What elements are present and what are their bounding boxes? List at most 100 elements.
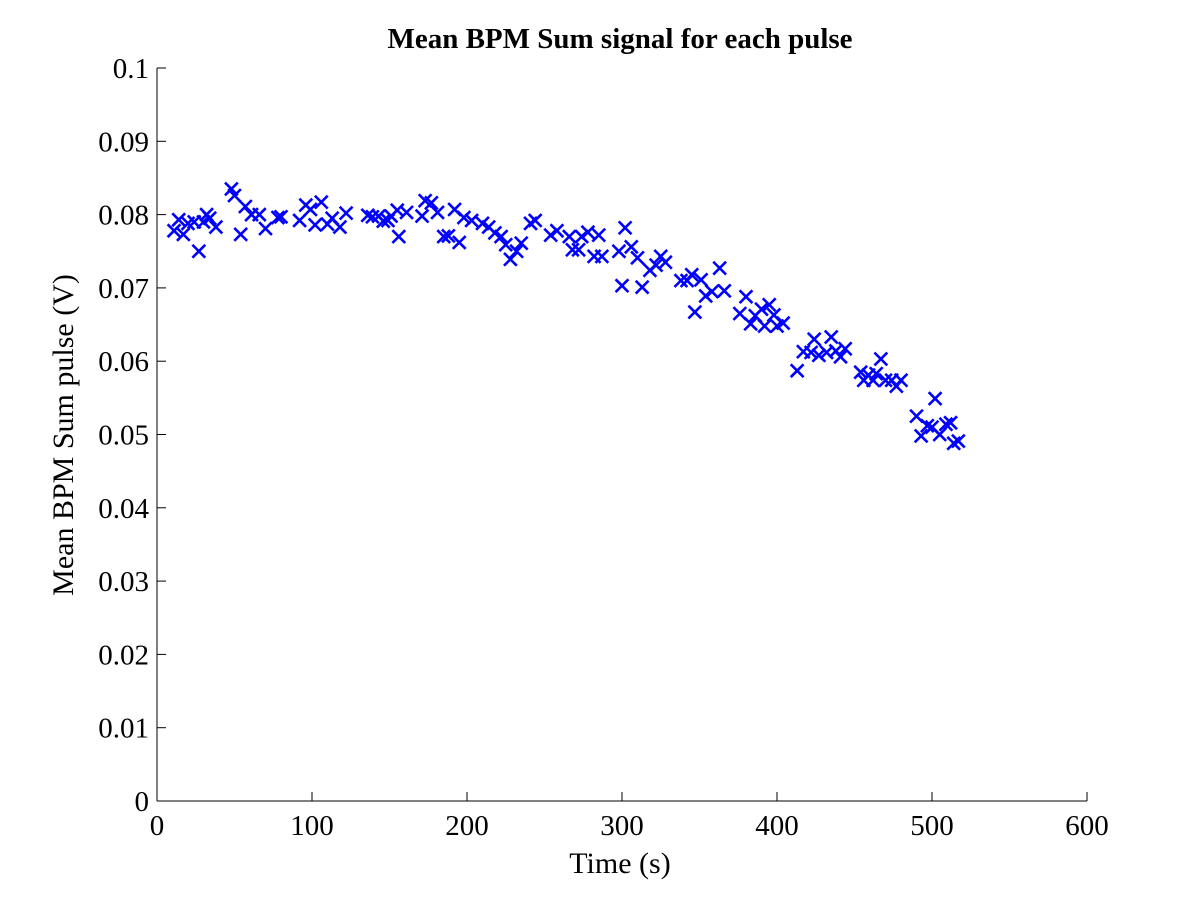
data-point bbox=[732, 306, 748, 321]
data-point bbox=[391, 229, 407, 244]
data-point bbox=[338, 205, 354, 221]
data-point bbox=[591, 227, 607, 243]
data-point bbox=[251, 207, 267, 222]
data-point bbox=[823, 329, 839, 345]
y-tick-label: 0.07 bbox=[98, 273, 149, 305]
data-point bbox=[909, 408, 924, 424]
data-point bbox=[238, 199, 253, 214]
y-tick-label: 0.05 bbox=[98, 420, 149, 452]
data-point bbox=[571, 242, 586, 258]
data-point bbox=[913, 428, 929, 444]
x-axis-label: Time (s) bbox=[569, 847, 670, 880]
data-point bbox=[424, 195, 439, 211]
data-point bbox=[227, 188, 242, 203]
data-point bbox=[757, 318, 772, 334]
data-point bbox=[414, 208, 430, 224]
data-point bbox=[441, 228, 456, 244]
x-tick-label: 200 bbox=[445, 810, 489, 842]
data-point bbox=[456, 210, 472, 225]
data-point bbox=[865, 372, 881, 388]
data-point bbox=[927, 391, 943, 406]
x-tick-label: 400 bbox=[755, 810, 799, 842]
data-point bbox=[503, 251, 518, 267]
data-point bbox=[224, 181, 239, 197]
data-point bbox=[704, 284, 720, 299]
data-point bbox=[873, 351, 889, 367]
data-point bbox=[761, 297, 777, 313]
y-tick-label: 0.1 bbox=[113, 53, 149, 85]
y-tick-label: 0.08 bbox=[98, 200, 149, 232]
data-point bbox=[549, 223, 565, 239]
x-tick-label: 500 bbox=[910, 810, 954, 842]
data-point bbox=[208, 219, 224, 235]
x-tick-label: 100 bbox=[290, 810, 334, 842]
data-point bbox=[716, 283, 732, 299]
y-tick-label: 0.09 bbox=[98, 126, 149, 158]
data-point bbox=[806, 331, 822, 347]
data-point bbox=[623, 239, 639, 255]
data-point bbox=[611, 243, 627, 259]
data-point bbox=[451, 235, 467, 250]
data-point bbox=[775, 315, 791, 331]
data-point bbox=[932, 427, 948, 442]
data-point bbox=[430, 205, 445, 220]
data-point bbox=[837, 341, 853, 357]
data-point bbox=[171, 212, 187, 228]
data-point bbox=[712, 260, 727, 276]
x-tick-label: 0 bbox=[150, 810, 165, 842]
data-point bbox=[464, 213, 479, 228]
y-axis-label: Mean BPM Sum pulse (V) bbox=[47, 274, 80, 596]
data-point bbox=[687, 304, 703, 320]
data-point bbox=[738, 289, 754, 305]
data-point bbox=[375, 213, 391, 229]
data-point bbox=[176, 227, 191, 242]
data-point bbox=[191, 243, 207, 259]
y-tick-label: 0.04 bbox=[98, 493, 149, 525]
y-tick-label: 0 bbox=[135, 786, 150, 818]
data-point bbox=[614, 278, 630, 294]
chart-title: Mean BPM Sum signal for each pulse bbox=[387, 23, 852, 55]
data-point bbox=[233, 227, 249, 242]
data-point bbox=[634, 279, 650, 295]
data-point bbox=[307, 217, 323, 233]
data-point bbox=[789, 363, 805, 379]
data-point bbox=[561, 229, 577, 244]
y-tick-label: 0.02 bbox=[98, 639, 149, 671]
data-point bbox=[509, 243, 524, 259]
y-tick-label: 0.03 bbox=[98, 566, 149, 598]
data-point bbox=[399, 205, 414, 220]
data-point bbox=[513, 235, 529, 251]
data-point bbox=[258, 221, 273, 236]
data-point bbox=[580, 224, 596, 240]
data-point bbox=[202, 210, 218, 226]
data-point bbox=[436, 229, 452, 244]
plot-area: 0 100 200 300 400 500 600 0 0.01 0.02 0.03 0.04 0.05… bbox=[98, 53, 1109, 842]
data-point bbox=[684, 267, 700, 283]
data-point bbox=[693, 272, 709, 288]
data-point bbox=[743, 316, 758, 332]
data-point bbox=[811, 347, 827, 363]
data-point bbox=[498, 237, 514, 252]
data-point bbox=[303, 202, 318, 217]
data-point bbox=[951, 433, 966, 449]
data-point bbox=[658, 254, 673, 270]
data-point bbox=[868, 366, 884, 381]
data-point bbox=[853, 364, 869, 380]
data-point bbox=[617, 220, 633, 236]
data-point bbox=[630, 250, 645, 266]
data-point bbox=[196, 214, 211, 230]
data-point bbox=[803, 345, 819, 360]
data-point bbox=[493, 229, 509, 244]
data-point bbox=[487, 225, 503, 241]
data-point bbox=[273, 209, 289, 225]
data-point bbox=[313, 194, 329, 210]
y-tick-label: 0.06 bbox=[98, 346, 149, 378]
data-point bbox=[893, 372, 909, 388]
data-point bbox=[332, 219, 348, 235]
data-point bbox=[943, 415, 958, 431]
data-point bbox=[186, 214, 202, 230]
x-tick-label: 600 bbox=[1065, 810, 1109, 842]
data-point bbox=[475, 216, 490, 231]
